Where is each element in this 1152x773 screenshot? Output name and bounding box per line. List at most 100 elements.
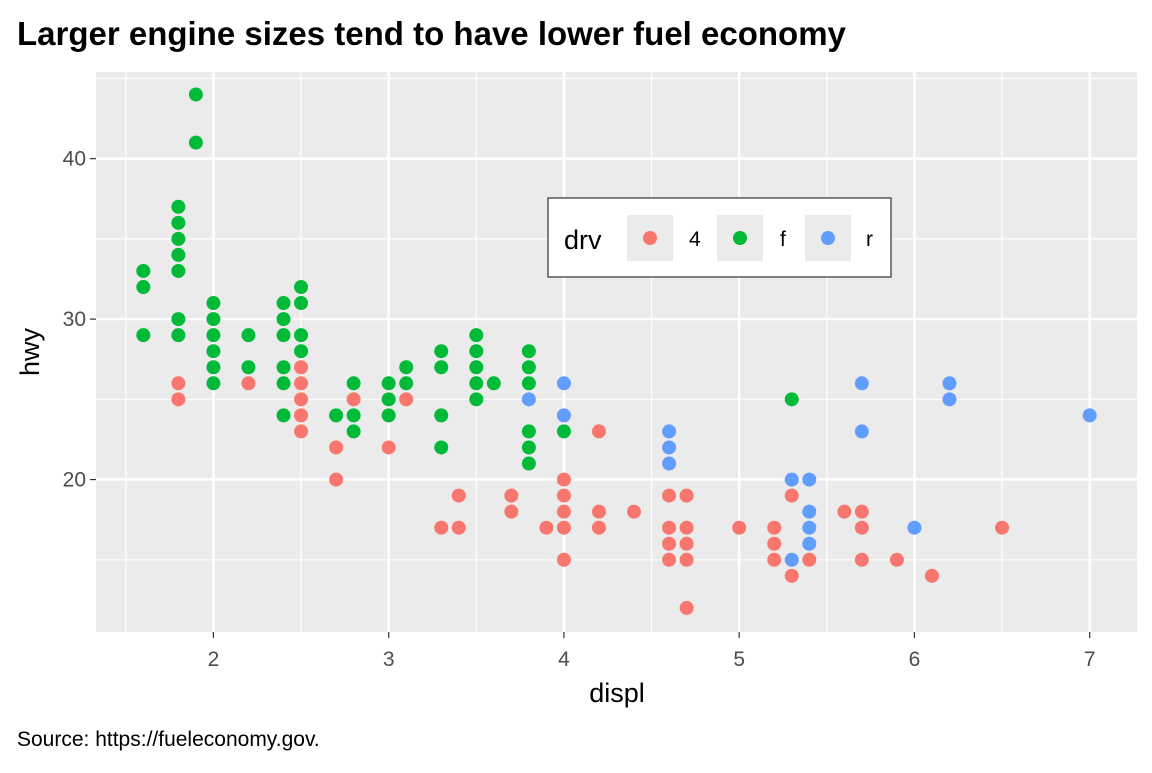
- point-drv-f: [521, 440, 536, 455]
- point-drv-4: [662, 488, 677, 503]
- point-drv-4: [627, 504, 642, 519]
- point-drv-4: [591, 504, 606, 519]
- point-drv-f: [434, 360, 449, 375]
- point-drv-f: [381, 376, 396, 391]
- point-drv-f: [469, 392, 484, 407]
- point-drv-r: [662, 456, 677, 471]
- point-drv-4: [451, 520, 466, 535]
- point-drv-r: [802, 472, 817, 487]
- point-drv-f: [276, 360, 291, 375]
- point-drv-4: [329, 472, 344, 487]
- point-drv-4: [591, 424, 606, 439]
- point-drv-4: [241, 376, 256, 391]
- y-axis-ticks: 20 30 40: [63, 148, 96, 492]
- x-tick-label: 2: [208, 648, 220, 671]
- point-drv-f: [136, 280, 151, 295]
- point-drv-4: [679, 552, 694, 567]
- point-drv-f: [346, 376, 361, 391]
- point-drv-f: [469, 344, 484, 359]
- point-drv-f: [171, 312, 186, 327]
- point-drv-4: [802, 552, 817, 567]
- point-drv-4: [662, 520, 677, 535]
- point-drv-4: [434, 520, 449, 535]
- point-drv-f: [469, 376, 484, 391]
- point-drv-4: [854, 504, 869, 519]
- y-tick-label: 40: [63, 148, 86, 171]
- point-drv-4: [679, 488, 694, 503]
- point-drv-f: [171, 231, 186, 246]
- point-drv-4: [556, 504, 571, 519]
- legend-marker-4: [643, 231, 657, 245]
- point-drv-f: [399, 360, 414, 375]
- point-drv-r: [662, 440, 677, 455]
- legend-marker-f: [733, 231, 747, 245]
- point-drv-r: [556, 376, 571, 391]
- point-drv-f: [171, 247, 186, 262]
- point-drv-f: [206, 360, 221, 375]
- point-drv-4: [171, 376, 186, 391]
- point-drv-f: [434, 440, 449, 455]
- point-drv-4: [854, 520, 869, 535]
- point-drv-r: [1082, 408, 1097, 423]
- point-drv-f: [294, 328, 309, 343]
- point-drv-r: [802, 536, 817, 551]
- point-drv-f: [521, 424, 536, 439]
- x-tick-label: 4: [558, 648, 570, 671]
- point-drv-4: [556, 520, 571, 535]
- point-drv-r: [556, 408, 571, 423]
- point-drv-4: [294, 408, 309, 423]
- legend-label-f: f: [780, 228, 786, 251]
- point-drv-4: [504, 488, 519, 503]
- chart-title: Larger engine sizes tend to have lower f…: [17, 15, 847, 52]
- point-drv-4: [346, 392, 361, 407]
- point-drv-f: [171, 199, 186, 214]
- point-drv-4: [995, 520, 1010, 535]
- y-tick-label: 20: [63, 469, 86, 492]
- point-drv-r: [942, 392, 957, 407]
- point-drv-f: [521, 360, 536, 375]
- point-drv-f: [329, 408, 344, 423]
- point-drv-4: [329, 440, 344, 455]
- point-drv-f: [206, 376, 221, 391]
- legend-marker-r: [821, 231, 835, 245]
- point-drv-f: [276, 376, 291, 391]
- point-drv-f: [206, 296, 221, 311]
- point-drv-f: [206, 344, 221, 359]
- point-drv-f: [188, 87, 203, 102]
- y-tick-label: 30: [63, 308, 86, 331]
- point-drv-4: [556, 488, 571, 503]
- point-drv-4: [504, 504, 519, 519]
- point-drv-f: [434, 408, 449, 423]
- legend-title: drv: [564, 225, 602, 255]
- chart-caption: Source: https://fueleconomy.gov.: [17, 728, 320, 751]
- point-drv-4: [784, 568, 799, 583]
- point-drv-r: [802, 520, 817, 535]
- point-drv-4: [679, 600, 694, 615]
- point-drv-4: [591, 520, 606, 535]
- point-drv-4: [662, 536, 677, 551]
- point-drv-f: [294, 296, 309, 311]
- x-tick-label: 5: [733, 648, 745, 671]
- point-drv-4: [294, 376, 309, 391]
- x-axis-ticks: 2 3 4 5 6 7: [208, 632, 1096, 671]
- point-drv-4: [539, 520, 554, 535]
- point-drv-f: [294, 280, 309, 295]
- point-drv-f: [521, 456, 536, 471]
- point-drv-f: [206, 328, 221, 343]
- x-tick-label: 6: [909, 648, 921, 671]
- x-tick-label: 3: [383, 648, 395, 671]
- point-drv-4: [662, 552, 677, 567]
- point-drv-f: [241, 328, 256, 343]
- legend: drv 4 f r: [547, 197, 892, 278]
- legend-label-4: 4: [689, 228, 701, 251]
- point-drv-f: [171, 263, 186, 278]
- point-drv-r: [942, 376, 957, 391]
- point-drv-f: [521, 344, 536, 359]
- point-drv-r: [907, 520, 922, 535]
- point-drv-f: [346, 408, 361, 423]
- point-drv-f: [346, 424, 361, 439]
- point-drv-r: [854, 424, 869, 439]
- point-drv-r: [784, 552, 799, 567]
- point-drv-f: [276, 408, 291, 423]
